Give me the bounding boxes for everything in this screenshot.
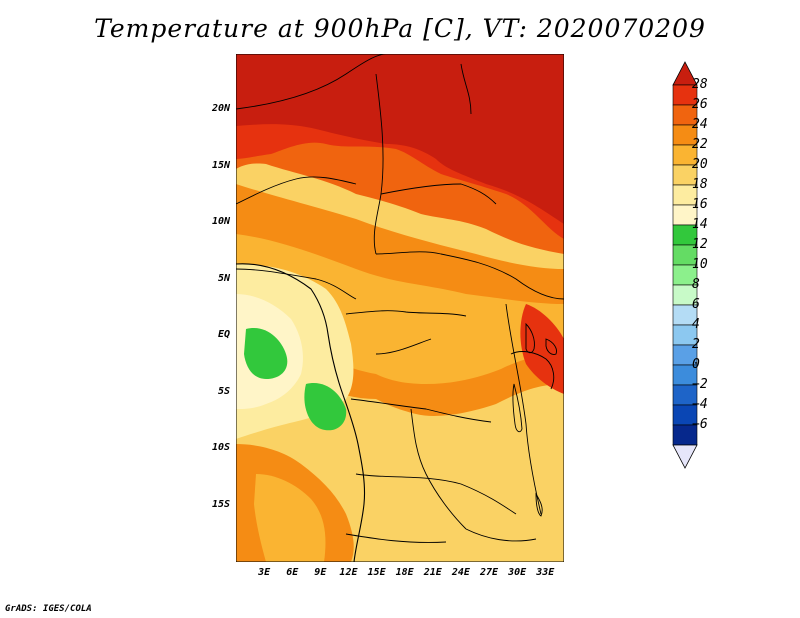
coastline bbox=[236, 263, 366, 562]
colorbar-level-label: 4 bbox=[692, 317, 700, 332]
colorbar-level-label: 26 bbox=[692, 97, 708, 112]
lon-tick-label: 21E bbox=[423, 567, 442, 578]
colorbar-level-label: 10 bbox=[692, 257, 708, 272]
colorbar-level-label: −4 bbox=[692, 397, 708, 412]
temp-band-s bbox=[378, 432, 564, 562]
lat-tick-label: 15N bbox=[211, 159, 230, 171]
lon-tick-label: 24E bbox=[451, 567, 470, 578]
lon-tick-label: 6E bbox=[286, 567, 299, 578]
temperature-colorbar bbox=[672, 61, 698, 469]
lon-tick-label: 33E bbox=[536, 567, 555, 578]
colorbar-level-label: 18 bbox=[692, 177, 708, 192]
colorbar-level-label: 20 bbox=[692, 157, 708, 172]
lat-tick-label: 5N bbox=[217, 272, 230, 284]
lon-tick-label: 3E bbox=[258, 567, 271, 578]
colorbar-level-label: 2 bbox=[692, 337, 700, 352]
lon-tick-label: 27E bbox=[479, 567, 499, 578]
lat-tick-label: 10N bbox=[211, 216, 230, 228]
lat-tick-label: 20N bbox=[211, 103, 230, 115]
colorbar-level-label: 24 bbox=[692, 117, 708, 132]
temp-band-30 bbox=[236, 54, 564, 224]
temp-band-sw2 bbox=[254, 474, 326, 562]
colorbar-level-label: 12 bbox=[692, 237, 708, 252]
country-borders bbox=[236, 54, 564, 543]
lat-tick-label: 10S bbox=[211, 442, 230, 454]
lon-tick-label: 12E bbox=[339, 567, 358, 578]
grads-credit: GrADS: IGES/COLA bbox=[5, 604, 92, 614]
lon-tick-label: 9E bbox=[314, 567, 327, 578]
colorbar-level-label: 8 bbox=[692, 277, 700, 292]
lat-tick-label: 15S bbox=[211, 498, 230, 510]
lon-tick-label: 30E bbox=[508, 567, 527, 578]
colorbar-under-arrow bbox=[672, 444, 698, 469]
temp-band-14b bbox=[304, 383, 347, 431]
colorbar-level-label: 0 bbox=[692, 357, 700, 372]
temperature-map bbox=[236, 54, 564, 562]
colorbar-level-label: 16 bbox=[692, 197, 708, 212]
lon-tick-label: 15E bbox=[367, 567, 386, 578]
colorbar-level-label: −6 bbox=[692, 417, 708, 432]
colorbar-level-label: 14 bbox=[692, 217, 708, 232]
map-title: Temperature at 900hPa [C], VT: 202007020… bbox=[94, 14, 706, 43]
lakes bbox=[512, 322, 557, 517]
colorbar-level-label: 22 bbox=[692, 137, 708, 152]
colorbar-level-label: 6 bbox=[692, 297, 700, 312]
colorbar-level-label: 28 bbox=[692, 77, 708, 92]
lat-tick-label: 5S bbox=[217, 385, 230, 397]
lat-tick-label: EQ bbox=[217, 329, 230, 341]
lon-tick-label: 18E bbox=[395, 567, 414, 578]
temp-band-14a bbox=[244, 328, 288, 379]
colorbar-level-label: −2 bbox=[692, 377, 708, 392]
